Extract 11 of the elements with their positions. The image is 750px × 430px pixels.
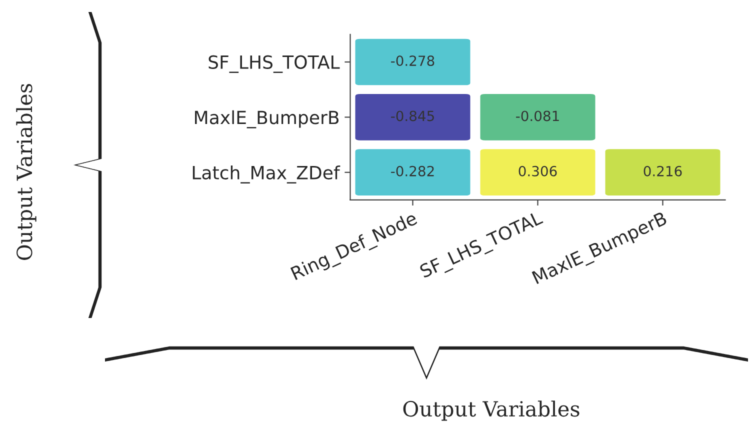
y-tick-label: Latch_Max_ZDef bbox=[192, 166, 340, 184]
data-label: 0.306 bbox=[518, 166, 557, 176]
text: Output Variables bbox=[403, 400, 580, 421]
text: Output Variables bbox=[16, 84, 36, 260]
data-label: -0.081 bbox=[516, 110, 559, 122]
data-label: -0.845 bbox=[391, 110, 434, 122]
data-label: -0.282 bbox=[391, 166, 434, 176]
y-tick-label: MaxlE_BumperB bbox=[195, 110, 339, 128]
data-label: 0.216 bbox=[644, 166, 682, 176]
y-tick-label: SF_LHS_TOTAL bbox=[208, 55, 340, 73]
data-label: -0.278 bbox=[391, 56, 434, 66]
